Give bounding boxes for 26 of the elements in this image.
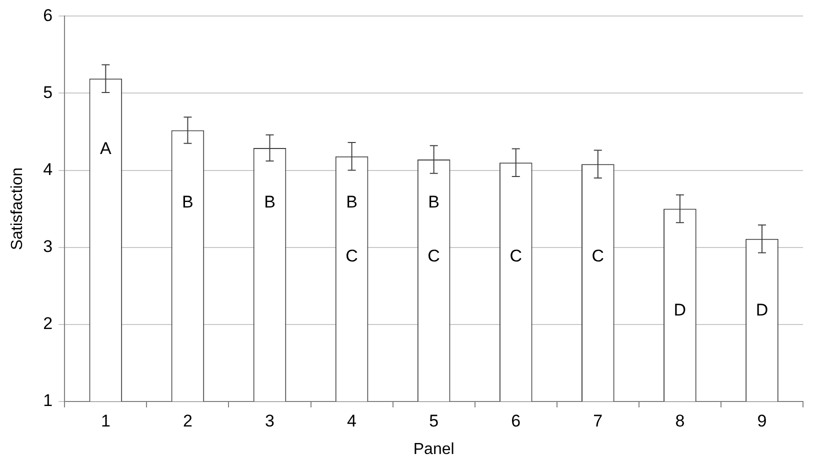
y-tick-label: 4 <box>43 160 53 179</box>
y-tick-label: 5 <box>43 82 53 102</box>
data-label: C <box>510 246 522 266</box>
x-tick-label: 1 <box>100 411 110 430</box>
x-tick-label: 6 <box>511 411 521 430</box>
x-tick-label: 7 <box>593 411 603 430</box>
text: B C <box>346 192 358 266</box>
data-label: D <box>756 300 768 320</box>
y-tick-label: 2 <box>43 314 53 334</box>
x-tick-label: 3 <box>265 411 274 430</box>
text: B C <box>428 192 440 266</box>
data-label: B <box>264 192 276 212</box>
data-label: A <box>100 138 112 158</box>
data-label: B <box>182 192 194 212</box>
y-tick-label: 1 <box>43 391 53 410</box>
x-tick-label: 4 <box>347 411 357 430</box>
y-tick-label: 3 <box>43 237 53 256</box>
y-tick-label: 6 <box>43 6 53 25</box>
x-tick-label: 8 <box>675 411 685 430</box>
x-tick-label: 9 <box>757 411 767 430</box>
y-axis-title: Satisfaction <box>9 167 26 250</box>
data-label: C <box>592 246 604 266</box>
data-label: D <box>674 300 686 320</box>
x-axis-title: Panel <box>413 440 454 458</box>
x-tick-label: 5 <box>429 411 439 430</box>
x-tick-label: 2 <box>182 411 192 430</box>
